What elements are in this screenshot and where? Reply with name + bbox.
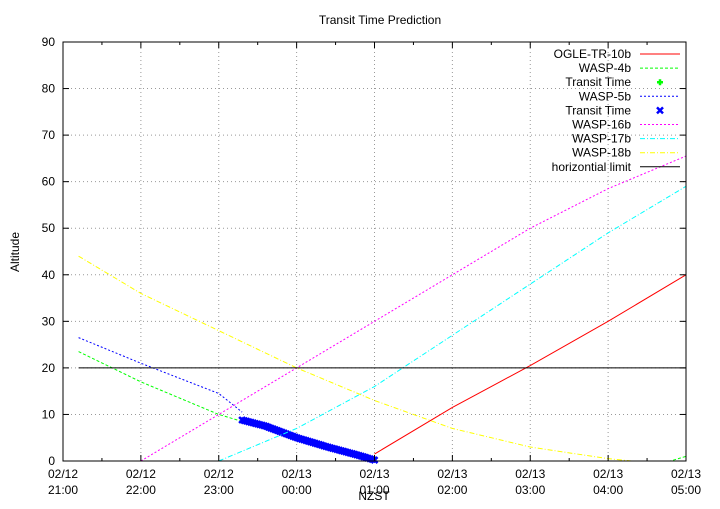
x-tick-time: 00:00 xyxy=(282,483,312,497)
x-tick-time: 03:00 xyxy=(515,483,545,497)
y-tick-label: 40 xyxy=(42,268,56,282)
y-tick-label: 60 xyxy=(42,175,56,189)
series-line xyxy=(374,274,687,455)
legend-label: OGLE-TR-10b xyxy=(554,47,632,61)
legend-label: WASP-18b xyxy=(572,146,631,160)
x-tick-date: 02/13 xyxy=(437,467,467,481)
legend-marker-plus xyxy=(657,79,663,86)
legend-label: WASP-5b xyxy=(579,89,632,103)
legend-label: WASP-16b xyxy=(572,118,631,132)
series-line xyxy=(78,337,243,413)
x-tick-date: 02/13 xyxy=(671,467,701,481)
x-tick-date: 02/13 xyxy=(359,467,389,481)
series-line xyxy=(140,155,687,462)
x-tick-date: 02/13 xyxy=(593,467,623,481)
y-axis-label: Altitude xyxy=(8,232,22,272)
legend-label: Transit Time xyxy=(565,75,631,89)
x-tick-date: 02/12 xyxy=(126,467,156,481)
x-tick-time: 01:00 xyxy=(359,483,389,497)
legend-label: WASP-4b xyxy=(579,61,632,75)
y-tick-label: 30 xyxy=(42,314,56,328)
series-line xyxy=(78,255,632,462)
x-tick-date: 02/12 xyxy=(48,467,78,481)
y-tick-label: 80 xyxy=(42,82,56,96)
x-tick-time: 02:00 xyxy=(437,483,467,497)
x-tick-date: 02/13 xyxy=(282,467,312,481)
x-tick-date: 02/12 xyxy=(204,467,234,481)
x-tick-time: 22:00 xyxy=(126,483,156,497)
axis-ticks: 0 10 20 30 40 50 60 70 80 90 02/12 21:00 02/12 22:00 0… xyxy=(42,35,702,497)
x-tick-time: 23:00 xyxy=(204,483,234,497)
y-tick-label: 0 xyxy=(48,454,55,468)
x-tick-time: 04:00 xyxy=(593,483,623,497)
x-tick-time: 21:00 xyxy=(48,483,78,497)
y-tick-label: 50 xyxy=(42,221,56,235)
legend-label: horizontial limit xyxy=(552,160,632,174)
x-tick-time: 05:00 xyxy=(671,483,701,497)
legend-label: WASP-17b xyxy=(572,132,631,146)
legend-marker-x xyxy=(656,106,664,115)
series-line xyxy=(218,185,687,462)
legend-label: Transit Time xyxy=(565,103,631,117)
y-tick-label: 20 xyxy=(42,361,56,375)
y-tick-label: 70 xyxy=(42,128,56,142)
y-tick-label: 10 xyxy=(42,407,56,421)
chart-title: Transit Time Prediction xyxy=(319,13,441,27)
x-axis-label: NZST xyxy=(358,489,390,503)
y-tick-label: 90 xyxy=(42,35,56,49)
x-tick-date: 02/13 xyxy=(515,467,545,481)
series-layer xyxy=(78,155,687,464)
